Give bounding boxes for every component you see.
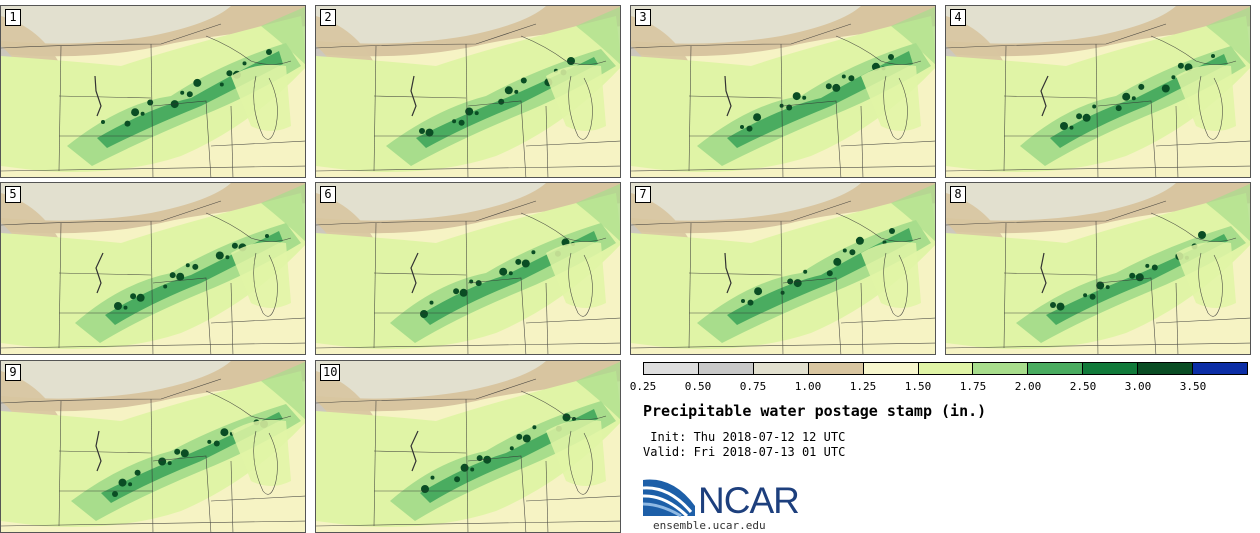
colorbar-tick-label: 1.25	[849, 380, 877, 393]
panel-number: 10	[320, 364, 341, 381]
colorbar-tick-label: 0.75	[739, 380, 767, 393]
logo-url: ensemble.ucar.edu	[653, 519, 766, 532]
colorbar-segment-9	[1137, 363, 1193, 374]
panel-number: 6	[320, 186, 336, 203]
time-info: Init: Thu 2018-07-12 12 UTC Valid: Fri 2…	[643, 430, 845, 460]
panel-number: 9	[5, 364, 21, 381]
colorbar-segment-0	[644, 363, 698, 374]
colorbar-tick-label: 2.50	[1069, 380, 1097, 393]
map-panel-4: 4	[945, 5, 1251, 178]
valid-time: Valid: Fri 2018-07-13 01 UTC	[643, 445, 846, 459]
panel-number: 5	[5, 186, 21, 203]
colorbar-segment-8	[1082, 363, 1138, 374]
map-panel-3: 3	[630, 5, 936, 178]
colorbar-tick-label: 3.50	[1179, 380, 1207, 393]
colorbar-tick-label: 0.50	[684, 380, 712, 393]
map-panel-10: 10	[315, 360, 621, 533]
colorbar-segment-3	[807, 363, 863, 374]
colorbar-tick-label: 0.25	[629, 380, 657, 393]
colorbar-tick-label: 1.50	[904, 380, 932, 393]
colorbar-segment-1	[697, 363, 753, 374]
colorbar-segment-2	[752, 363, 808, 374]
map-panel-6: 6	[315, 182, 621, 355]
colorbar-tick-label: 3.00	[1124, 380, 1152, 393]
colorbar-segment-7	[1027, 363, 1083, 374]
colorbar-tick-label: 2.00	[1014, 380, 1042, 393]
map-panel-2: 2	[315, 5, 621, 178]
map-panel-9: 9	[0, 360, 306, 533]
panel-number: 3	[635, 9, 651, 26]
panel-number: 4	[950, 9, 966, 26]
colorbar-segment-10	[1192, 363, 1247, 374]
panel-number: 7	[635, 186, 651, 203]
colorbar	[643, 362, 1248, 375]
map-panel-8: 8	[945, 182, 1251, 355]
colorbar-tick-label: 1.75	[959, 380, 987, 393]
panel-number: 2	[320, 9, 336, 26]
colorbar-segment-4	[862, 363, 918, 374]
map-panel-1: 1	[0, 5, 306, 178]
map-panel-5: 5	[0, 182, 306, 355]
init-time: Init: Thu 2018-07-12 12 UTC	[643, 430, 846, 444]
logo-name: NCAR	[698, 480, 800, 521]
panel-number: 1	[5, 9, 21, 26]
colorbar-segment-6	[972, 363, 1028, 374]
plot-title: Precipitable water postage stamp (in.)	[643, 402, 987, 420]
colorbar-segment-5	[917, 363, 973, 374]
ncar-logo-icon	[643, 479, 695, 518]
map-panel-7: 7	[630, 182, 936, 355]
panel-number: 8	[950, 186, 966, 203]
colorbar-tick-label: 1.00	[794, 380, 822, 393]
